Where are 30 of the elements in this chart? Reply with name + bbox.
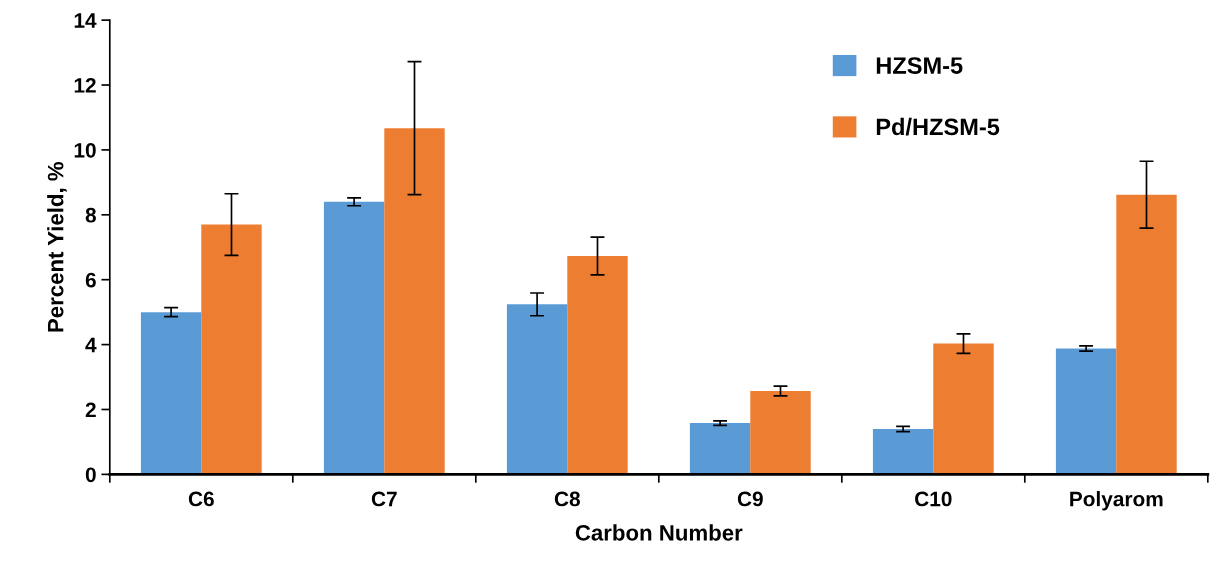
- y-tick-label: 10: [74, 142, 96, 158]
- x-tick-label: C10: [915, 491, 952, 507]
- y-tick-label: 8: [85, 207, 96, 223]
- bar: [872, 428, 934, 475]
- x-tick-label: Polyarom: [1070, 491, 1163, 511]
- y-tick-label: 12: [74, 78, 96, 93]
- x-axis-title: Carbon Number: [575, 524, 743, 541]
- bar: [140, 312, 202, 475]
- legend-label: Pd/HZSM-5: [876, 117, 1000, 136]
- bar: [750, 390, 811, 475]
- x-tick-label: C6: [188, 491, 214, 507]
- bar: [567, 256, 628, 475]
- bar: [201, 224, 262, 475]
- y-tick-label: 14: [74, 13, 97, 28]
- legend-label: HZSM-5: [876, 57, 963, 74]
- bar: [689, 423, 751, 475]
- y-tick-label: 0: [85, 467, 96, 483]
- bar: [323, 201, 385, 475]
- y-tick-label: 6: [85, 272, 96, 288]
- y-tick-label: 4: [85, 337, 97, 353]
- bar: [384, 128, 445, 475]
- y-axis-title: Percent Yield, %: [47, 161, 67, 332]
- bar: [1055, 348, 1117, 475]
- bar: [1116, 194, 1177, 475]
- bar: [506, 304, 568, 475]
- x-tick-label: C8: [554, 491, 580, 507]
- y-tick-label: 2: [85, 402, 96, 418]
- x-tick-label: C9: [737, 491, 763, 507]
- bar: [933, 343, 994, 475]
- x-tick-label: C7: [371, 491, 397, 507]
